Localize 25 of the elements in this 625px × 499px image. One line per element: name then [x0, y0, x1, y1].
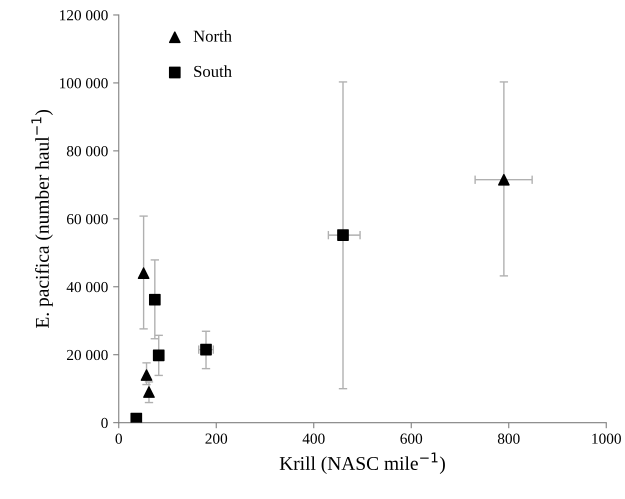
point — [337, 229, 349, 241]
y-tick-label: 0 — [101, 418, 108, 428]
point — [152, 350, 165, 362]
x-tick-label: 200 — [205, 434, 228, 444]
x-tick-label: 400 — [302, 434, 325, 444]
point — [200, 344, 212, 356]
legend-label: South — [194, 65, 232, 78]
point — [130, 412, 142, 423]
x-tick-label: 1000 — [592, 434, 621, 444]
x-tick-label: 600 — [400, 434, 422, 444]
point — [143, 386, 155, 398]
point — [138, 267, 150, 280]
y-tick-label: 40 000 — [66, 282, 108, 292]
y-tick-label: 120 000 — [60, 10, 108, 20]
x-tick-label: 0 — [116, 434, 122, 444]
y-tick-label: 20 000 — [66, 350, 108, 360]
x-tick-label: 800 — [498, 434, 520, 444]
legend-label: North — [194, 30, 232, 42]
y-tick-label: 80 000 — [66, 146, 108, 156]
x-axis-title: Krill (NASC mile$^{−1}$) — [280, 452, 445, 474]
point — [498, 174, 510, 186]
y-tick-label: 60 000 — [66, 214, 108, 224]
y-tick-label: 100 000 — [60, 78, 108, 88]
y-axis-title: E. pacifica (number haul$^{−1}$) — [31, 110, 53, 328]
point — [148, 294, 161, 306]
